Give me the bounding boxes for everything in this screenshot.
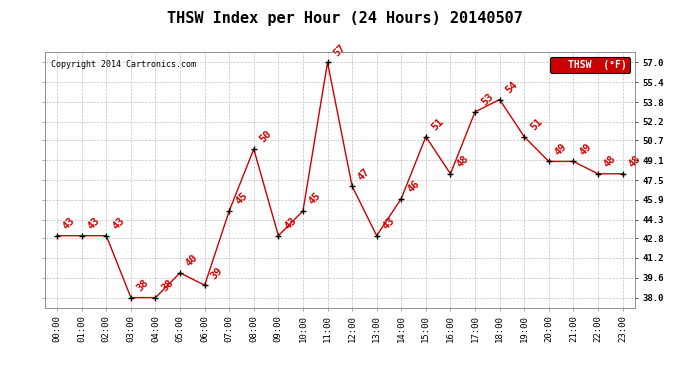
Text: 45: 45 — [233, 191, 249, 207]
Text: 46: 46 — [406, 178, 422, 194]
Legend: THSW  (°F): THSW (°F) — [550, 57, 630, 73]
Text: 53: 53 — [479, 92, 495, 108]
Text: THSW Index per Hour (24 Hours) 20140507: THSW Index per Hour (24 Hours) 20140507 — [167, 11, 523, 26]
Text: 47: 47 — [356, 166, 372, 182]
Text: 38: 38 — [135, 278, 151, 293]
Text: 48: 48 — [627, 154, 642, 170]
Text: 48: 48 — [455, 154, 471, 170]
Text: 45: 45 — [307, 191, 323, 207]
Text: 49: 49 — [553, 141, 569, 157]
Text: 39: 39 — [209, 265, 225, 281]
Text: 54: 54 — [504, 80, 520, 95]
Text: 38: 38 — [159, 278, 175, 293]
Text: 43: 43 — [282, 216, 299, 231]
Text: 48: 48 — [602, 154, 618, 170]
Text: 49: 49 — [578, 141, 593, 157]
Text: 51: 51 — [529, 117, 544, 132]
Text: 43: 43 — [110, 216, 126, 231]
Text: Copyright 2014 Cartronics.com: Copyright 2014 Cartronics.com — [51, 60, 196, 69]
Text: 43: 43 — [61, 216, 77, 231]
Text: 43: 43 — [86, 216, 102, 231]
Text: 43: 43 — [381, 216, 397, 231]
Text: 50: 50 — [258, 129, 274, 145]
Text: 57: 57 — [332, 42, 348, 58]
Text: 40: 40 — [184, 253, 200, 268]
Text: 51: 51 — [430, 117, 446, 132]
